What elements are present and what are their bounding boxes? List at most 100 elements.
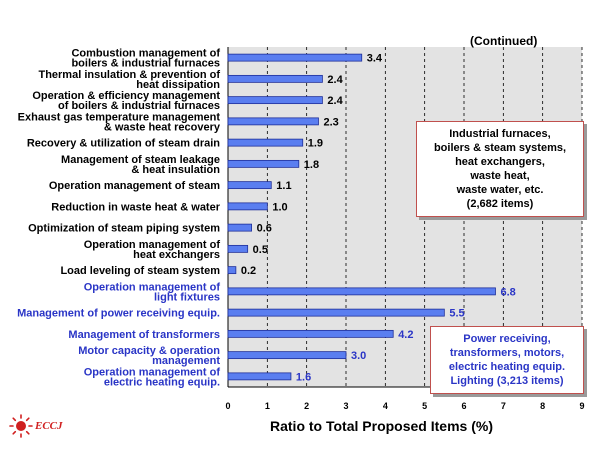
bar [227, 138, 304, 147]
x-tick-label: 0 [225, 401, 230, 411]
category-label-line: Recovery & utilization of steam drain [27, 138, 220, 150]
category-label: Thermal insulation & prevention of heat d… [38, 69, 220, 91]
value-label: 3.4 [367, 53, 383, 65]
callout-furnaces: Industrial furnaces, boilers & steam sys… [416, 121, 584, 217]
x-tick-label: 9 [579, 401, 584, 411]
bar [227, 308, 445, 317]
category-label-line: Operation management of [84, 366, 221, 378]
category-label-line: heat exchangers [133, 249, 220, 261]
eccj-logo [9, 414, 33, 438]
category-label: Operation management of steam [49, 180, 220, 192]
category-label: Exhaust gas temperature management & wast… [18, 111, 221, 133]
x-axis-title: Ratio to Total Proposed Items (%) [270, 418, 493, 434]
category-label-line: management [152, 355, 220, 367]
value-label: 0.6 [257, 223, 272, 235]
category-label: Management of transformers [68, 329, 220, 341]
x-tick-label: 6 [461, 401, 466, 411]
value-label: 1.6 [296, 371, 311, 383]
x-tick-label: 5 [422, 401, 427, 411]
callout-electrical-line: transformers, motors, [449, 347, 565, 359]
x-tick-label: 8 [540, 401, 545, 411]
value-label: 1.0 [272, 201, 287, 213]
category-label-line: boilers & industrial furnaces [71, 58, 220, 70]
value-label: 0.5 [253, 244, 268, 256]
callout-electrical-line: Power receiving, [463, 333, 551, 345]
callout-furnaces-line: boilers & steam systems, [433, 142, 567, 154]
bar [227, 159, 300, 168]
category-label-line: Exhaust gas temperature management [18, 111, 221, 123]
callout-furnaces-line: Industrial furnaces, [449, 128, 551, 140]
bar [227, 202, 268, 211]
value-label: 2.4 [327, 74, 343, 86]
category-label: Optimization of steam piping system [28, 223, 220, 235]
value-label: 3.0 [351, 350, 366, 362]
category-label: Motor capacity & operation management [78, 345, 220, 367]
category-label: Operation management of electric heating … [84, 366, 221, 388]
value-label: 4.2 [398, 329, 413, 341]
value-label: 6.8 [500, 286, 515, 298]
category-label-line: Management of steam leakage [61, 154, 220, 166]
category-label: Recovery & utilization of steam drain [27, 138, 220, 150]
category-label-line: Operation & efficiency management [32, 90, 220, 102]
bar [227, 372, 292, 381]
bar [227, 74, 323, 83]
bar [227, 351, 347, 360]
callout-electrical-line: electric heating equip. [448, 361, 566, 373]
category-label-line: Reduction in waste heat & water [51, 201, 220, 213]
category-label-line: electric heating equip. [104, 376, 220, 388]
bar [227, 117, 319, 126]
bar [227, 329, 394, 338]
category-label-line: Load leveling of steam system [60, 265, 220, 277]
category-label-line: Management of power receiving equip. [17, 308, 220, 320]
x-tick-label: 7 [501, 401, 506, 411]
x-tick-label: 3 [343, 401, 348, 411]
logo-text: ECCJ [35, 420, 63, 432]
callout-furnaces-line: waste water, etc. [456, 184, 544, 196]
value-label: 0.2 [241, 265, 256, 277]
bar [227, 287, 496, 296]
callout-electrical: Power receiving, transformers, motors, e… [430, 326, 584, 394]
category-label: Load leveling of steam system [60, 265, 220, 277]
sun-emblem-icon [9, 414, 33, 438]
bar [227, 96, 323, 105]
x-tick-label: 1 [265, 401, 270, 411]
category-label: Reduction in waste heat & water [51, 201, 220, 213]
category-label-line: Management of transformers [68, 329, 220, 341]
category-label: Operation management of heat exchangers [84, 239, 221, 261]
bar [227, 244, 249, 253]
category-label: Operation & efficiency management of boil… [32, 90, 220, 112]
category-label-line: Combustion management of [71, 48, 220, 60]
category-label: Combustion management of boilers & indust… [71, 48, 220, 70]
category-label-line: Operation management of [84, 281, 221, 293]
callout-furnaces-line: heat exchangers, [455, 156, 545, 168]
value-label: 1.8 [304, 159, 319, 171]
category-label-line: of boilers & industrial furnaces [58, 100, 220, 112]
continued-label: (Continued) [470, 34, 538, 48]
category-label: Management of steam leakage & heat insula… [61, 154, 220, 176]
bar [227, 53, 363, 62]
category-label-line: Optimization of steam piping system [28, 223, 220, 235]
x-tick-label: 2 [304, 401, 309, 411]
category-label-line: & heat insulation [131, 164, 220, 176]
category-label-line: Thermal insulation & prevention of [38, 69, 220, 81]
value-label: 5.5 [449, 308, 464, 320]
category-label-line: & waste heat recovery [104, 121, 221, 133]
bar [227, 181, 272, 190]
category-label-line: Motor capacity & operation [78, 345, 220, 357]
value-label: 2.4 [327, 95, 343, 107]
callout-furnaces-line: (2,682 items) [466, 198, 534, 210]
x-tick-label: 4 [383, 401, 388, 411]
value-label: 1.9 [308, 138, 323, 150]
category-label-line: Operation management of [84, 239, 221, 251]
category-label-line: light fixtures [154, 291, 220, 303]
callout-electrical-line: Lighting (3,213 items) [450, 375, 564, 387]
value-label: 2.3 [323, 116, 338, 128]
bar [227, 223, 253, 232]
bar [227, 266, 237, 275]
callout-furnaces-line: waste heat, [470, 170, 530, 182]
category-label-line: heat dissipation [136, 79, 220, 91]
category-label: Management of power receiving equip. [17, 308, 220, 320]
category-label: Operation management of light fixtures [84, 281, 221, 303]
category-label-line: Operation management of steam [49, 180, 220, 192]
